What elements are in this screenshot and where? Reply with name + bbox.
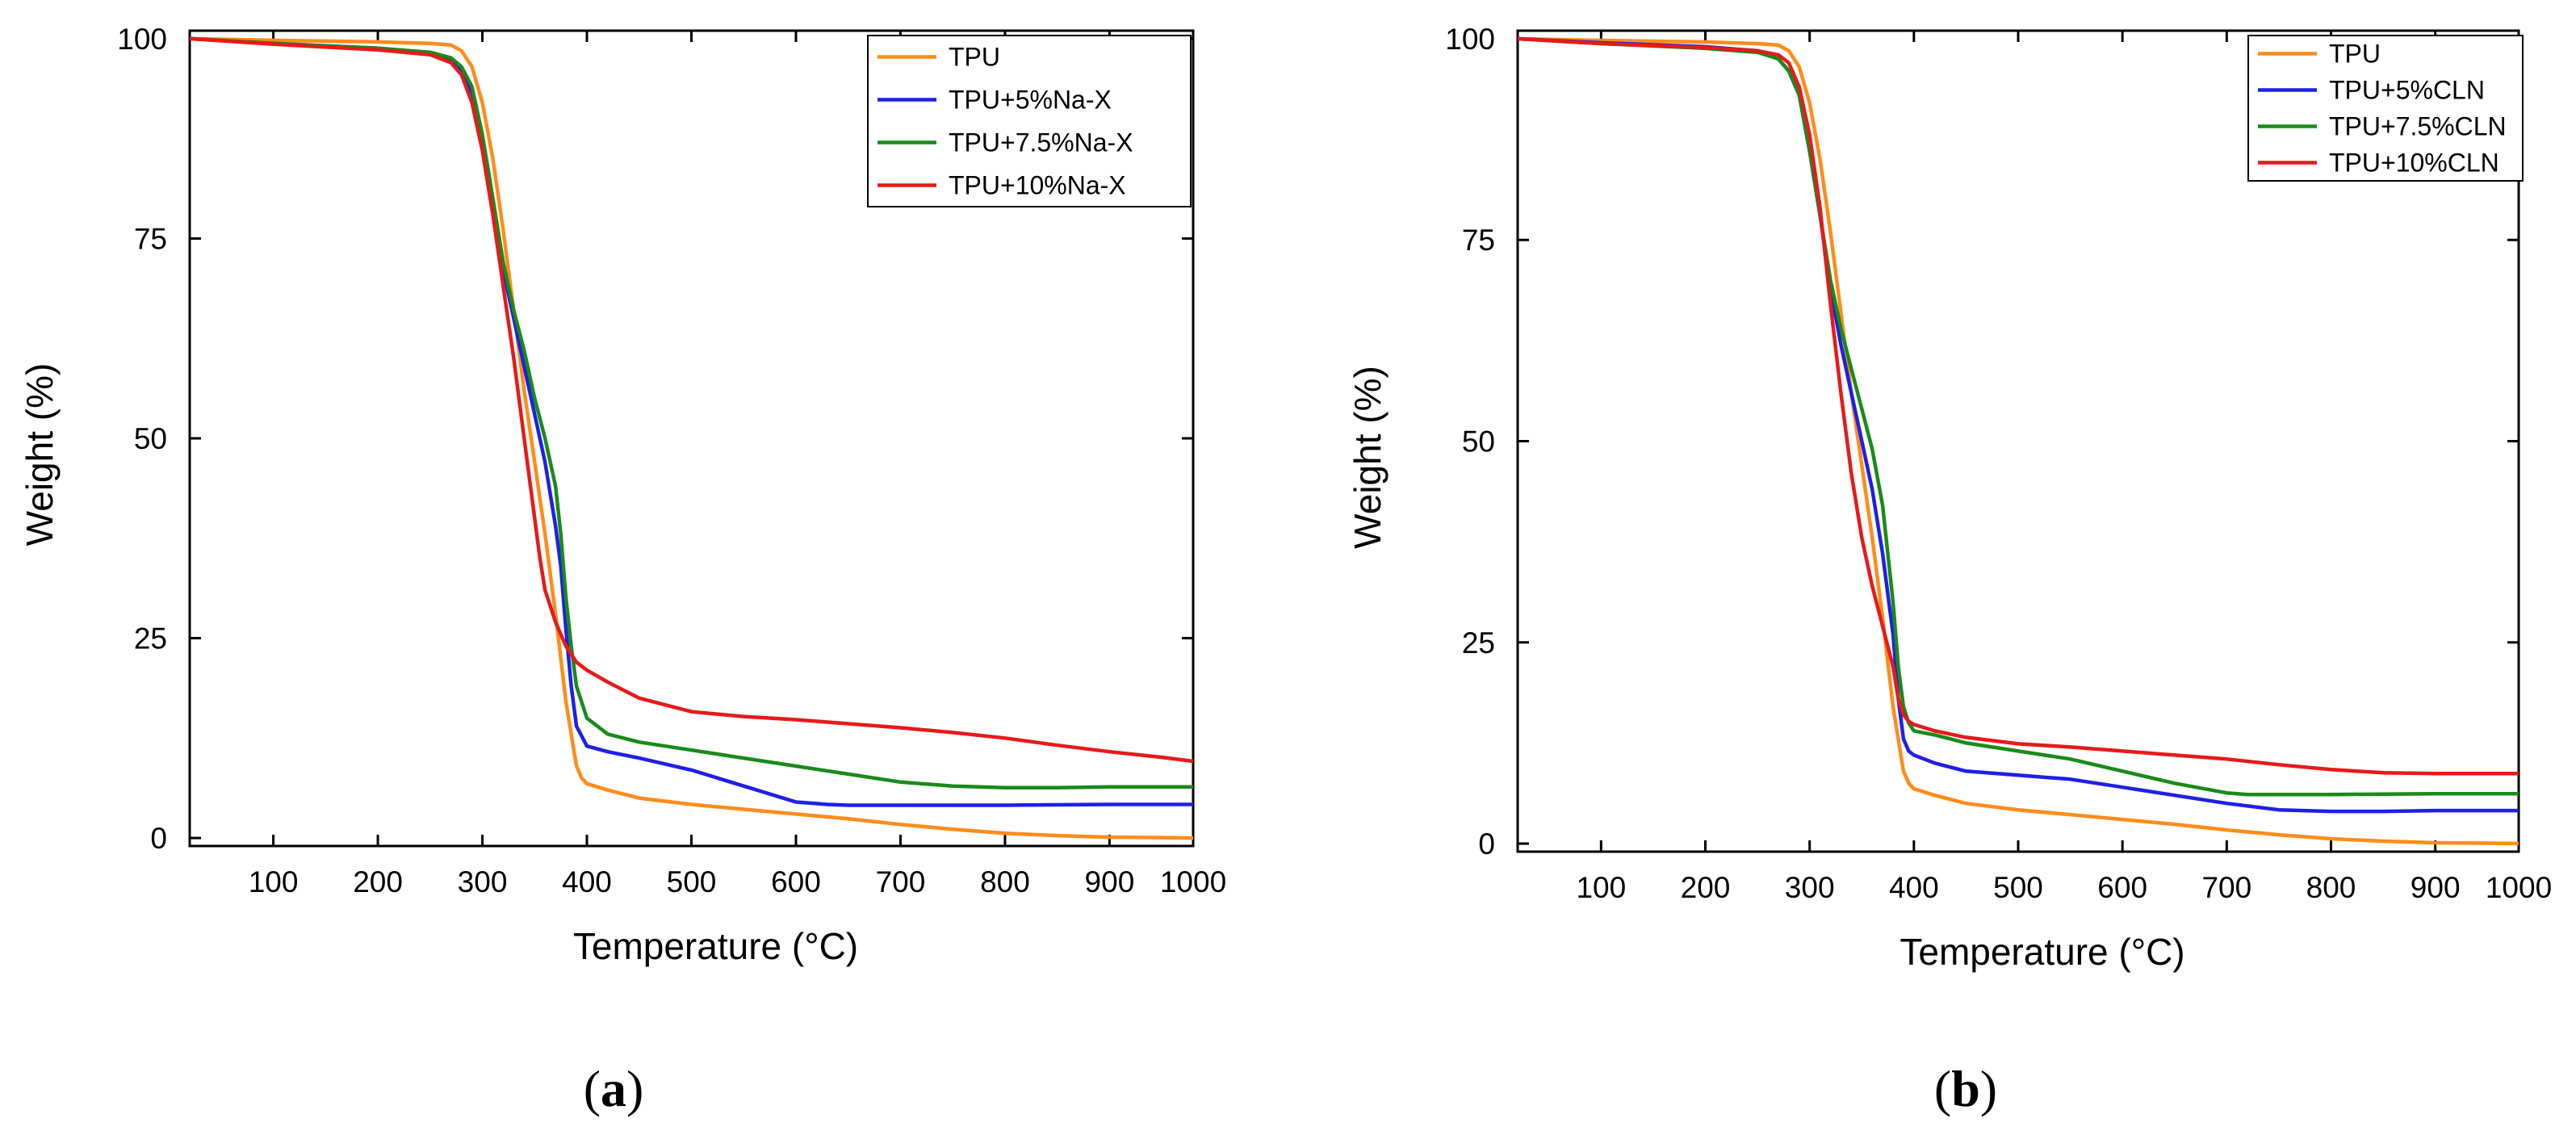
x-tick-label: 600 (771, 865, 821, 898)
x-tick-label: 500 (667, 865, 717, 898)
y-axis-title: Weight (%) (19, 363, 61, 547)
y-tick-label: 50 (134, 422, 167, 455)
series-line-tpu-7-5-cln (1517, 36, 2519, 797)
x-tick-label: 1000 (2486, 871, 2552, 904)
y-tick-label: 75 (134, 222, 167, 255)
x-tick-label: 600 (2097, 871, 2147, 904)
series-line-tpu-10-na-x (189, 36, 1194, 764)
y-tick-label: 75 (1462, 224, 1495, 257)
x-tick-label: 800 (980, 865, 1030, 898)
series-line-tpu-7-5-na-x (189, 36, 1193, 789)
chart-panel-a: 100 200 300 400 500 600 700 800 900 1000 0 25 50 75 10… (19, 23, 1226, 1117)
x-tick-label: 200 (353, 865, 403, 898)
y-tick-label: 100 (117, 23, 167, 56)
legend: TPU TPU+5%CLN TPU+7.5%CLN TPU+10%CLN (2247, 35, 2524, 182)
x-tick-label: 300 (1785, 871, 1835, 904)
series-line-tpu (1517, 36, 2519, 846)
y-tick-label: 25 (134, 622, 167, 655)
x-tick-label: 1000 (1160, 865, 1226, 898)
x-tick-label: 700 (2201, 871, 2251, 904)
x-tick-label: 300 (458, 865, 508, 898)
legend-entry: TPU+5%Na-X (949, 86, 1112, 115)
x-tick-label: 100 (1576, 871, 1626, 904)
y-tick-label: 25 (1462, 626, 1495, 660)
legend-entry: TPU+5%CLN (2329, 76, 2485, 105)
x-tick-label: 500 (1993, 871, 2043, 904)
panel-label: (b) (1934, 1060, 1997, 1117)
legend: TPU TPU+5%Na-X TPU+7.5%Na-X TPU+10%Na-X (867, 35, 1192, 207)
panel-label: (a) (584, 1060, 644, 1117)
y-tick-label: 0 (150, 822, 167, 855)
x-axis-title: Temperature (°C) (573, 925, 858, 967)
y-tick-label: 100 (1445, 23, 1495, 56)
legend-entry: TPU (2329, 40, 2381, 69)
x-tick-label: 100 (249, 865, 299, 898)
legend-entry: TPU+7.5%CLN (2329, 112, 2507, 141)
y-tick-label: 0 (1478, 827, 1495, 861)
x-tick-label: 700 (876, 865, 926, 898)
series-line-tpu (189, 36, 1194, 840)
legend-entry: TPU+10%CLN (2329, 149, 2499, 178)
x-tick-label: 900 (2411, 871, 2461, 904)
x-axis-title: Temperature (°C) (1900, 931, 2184, 973)
x-tick-label: 200 (1681, 871, 1731, 904)
x-tick-label: 400 (562, 865, 612, 898)
y-axis-title: Weight (%) (1347, 366, 1389, 549)
x-tick-label: 400 (1889, 871, 1939, 904)
legend-entry: TPU+10%Na-X (949, 171, 1126, 200)
series-line-tpu-10-cln (1517, 36, 2519, 776)
y-tick-label: 50 (1462, 425, 1495, 459)
x-tick-label: 800 (2306, 871, 2356, 904)
legend-box (2247, 35, 2524, 182)
chart-panel-b: 100 200 300 400 500 600 700 800 900 1000 0 25 50 75 10… (1347, 23, 2552, 1117)
legend-box (867, 35, 1192, 207)
legend-entry: TPU+7.5%Na-X (949, 128, 1133, 157)
legend-entry: TPU (949, 43, 1000, 72)
x-tick-label: 900 (1085, 865, 1135, 898)
